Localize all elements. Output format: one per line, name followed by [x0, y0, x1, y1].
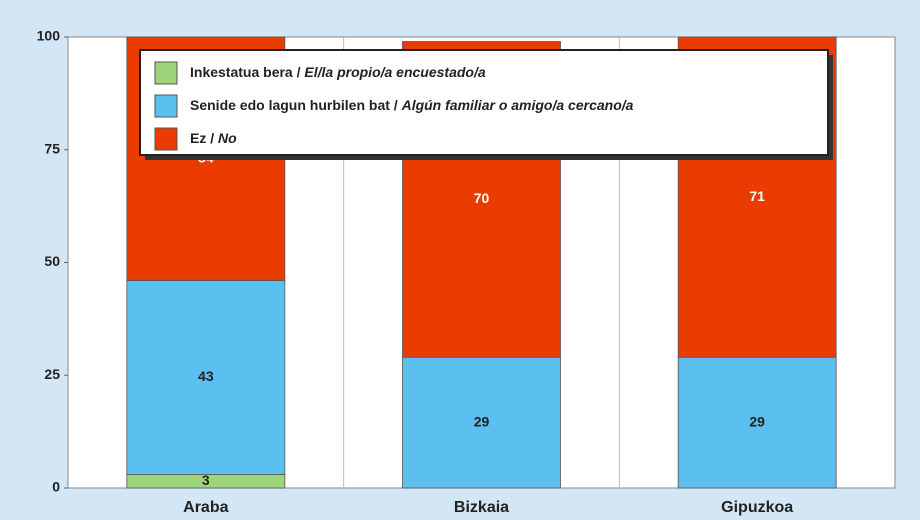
legend-label: Ez / No	[190, 130, 237, 146]
legend-label: Inkestatua bera / El/la propio/a encuest…	[190, 64, 486, 80]
legend-swatch	[154, 94, 178, 118]
bar-segment	[402, 356, 561, 489]
y-tick-label: 75	[44, 140, 60, 156]
legend-label-part: Ez /	[190, 130, 218, 146]
x-tick-label: Gipuzkoa	[721, 499, 793, 516]
data-label: 70	[474, 190, 490, 206]
legend-swatch	[154, 61, 178, 85]
data-label: 29	[474, 413, 490, 429]
legend-label-part: Algún familiar o amigo/a cercano/a	[401, 97, 634, 113]
legend-label-part: El/la propio/a encuestado/a	[304, 64, 485, 80]
legend	[139, 49, 829, 156]
data-label: 43	[198, 368, 214, 384]
legend-label-part: Senide edo lagun hurbilen bat /	[190, 97, 402, 113]
bar-segment	[126, 280, 286, 475]
bar-segment	[677, 356, 837, 489]
data-label: 71	[749, 188, 765, 204]
legend-label: Senide edo lagun hurbilen bat / Algún fa…	[190, 97, 634, 113]
y-tick-label: 0	[52, 479, 60, 495]
legend-swatch	[154, 127, 178, 151]
data-label: 3	[202, 472, 210, 488]
y-tick-label: 100	[37, 28, 61, 44]
y-tick-label: 25	[44, 366, 60, 382]
y-tick-label: 50	[44, 253, 60, 269]
data-label: 29	[749, 413, 765, 429]
x-tick-label: Bizkaia	[454, 499, 509, 516]
legend-label-part: Inkestatua bera /	[190, 64, 304, 80]
x-tick-label: Araba	[183, 499, 228, 516]
legend-label-part: No	[218, 130, 237, 146]
